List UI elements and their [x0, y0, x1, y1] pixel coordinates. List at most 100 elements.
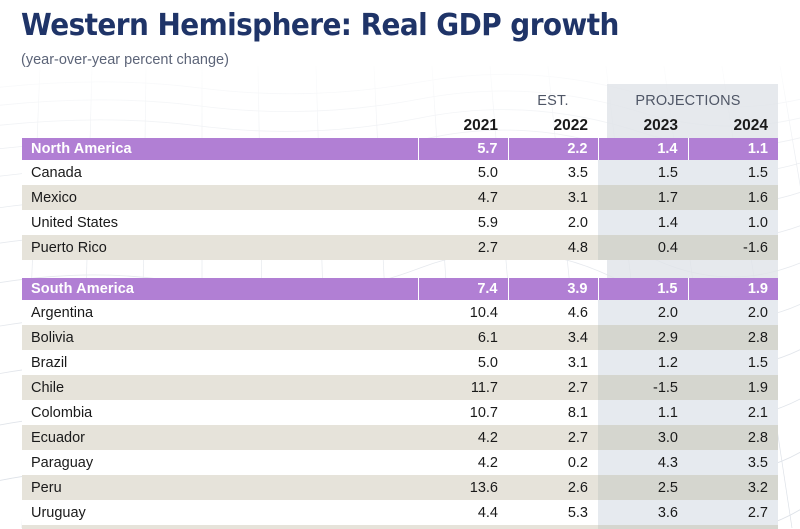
value-cell-2022: 6.0	[508, 525, 598, 529]
group-header-est: EST.	[537, 93, 569, 109]
value-cell-2023: 3.6	[598, 500, 688, 525]
table-row: Canada 5.0 3.5 1.5 1.5	[22, 160, 779, 185]
value-cell-2021: 0.5	[418, 525, 508, 529]
group-header-blank	[418, 84, 508, 109]
country-label: Brazil	[22, 350, 418, 375]
gdp-table-container: EST. PROJECTIONS 2021 2022 2023 2024 Nor…	[22, 84, 779, 529]
value-cell-2023: 6.5	[598, 525, 688, 529]
year-header-spacer	[22, 109, 418, 138]
region-label: South America	[22, 278, 418, 300]
column-header-2024: 2024	[733, 117, 769, 134]
column-header-2023: 2023	[643, 117, 678, 134]
value-cell-2022: 2.2	[507, 138, 598, 160]
country-label: Venezuela	[22, 525, 418, 529]
table-section-gap	[22, 260, 778, 278]
value-cell-2023: 0.4	[598, 235, 688, 260]
country-label: United States	[22, 210, 418, 235]
gap-cell	[688, 260, 778, 278]
country-label: Colombia	[22, 400, 418, 425]
value-cell-2022: 5.3	[508, 500, 598, 525]
value-cell-2021: 10.7	[418, 400, 508, 425]
value-cell-2021: 11.7	[418, 375, 508, 400]
value-cell-2024: 1.9	[688, 375, 779, 400]
value-cell-2022: 3.1	[508, 350, 598, 375]
value-cell-2023: 1.7	[598, 185, 688, 210]
group-header-row: EST. PROJECTIONS	[22, 84, 778, 109]
table-body: North America 5.7 2.2 1.4 1.1 Canada 5.0 3.5 1.5…	[22, 138, 779, 529]
value-cell-2024: 2.8	[688, 425, 779, 450]
table-row: Peru 13.6 2.6 2.5 3.2	[22, 475, 779, 500]
value-cell-2022: 2.6	[508, 475, 598, 500]
country-label: Bolivia	[22, 325, 418, 350]
value-cell-2021: 13.6	[418, 475, 508, 500]
table-row: Brazil 5.0 3.1 1.2 1.5	[22, 350, 779, 375]
region-row: North America 5.7 2.2 1.4 1.1	[22, 138, 779, 160]
value-cell-2024: 1.5	[688, 160, 779, 185]
value-cell-2021: 4.4	[418, 500, 508, 525]
value-cell-2021: 5.7	[417, 138, 508, 160]
value-cell-2021: 6.1	[418, 325, 508, 350]
value-cell-2024: n.a.	[688, 525, 779, 529]
value-cell-2022: 4.8	[508, 235, 598, 260]
value-cell-2024: 1.1	[687, 138, 779, 160]
table-row: Argentina 10.4 4.6 2.0 2.0	[22, 300, 779, 325]
value-cell-2022: 3.4	[508, 325, 598, 350]
group-header-projections: PROJECTIONS	[635, 93, 741, 109]
country-label: Chile	[22, 375, 418, 400]
value-cell-2024: 2.1	[688, 400, 779, 425]
value-cell-2024: 2.8	[688, 325, 779, 350]
value-cell-2024: 3.2	[688, 475, 779, 500]
year-header-row: 2021 2022 2023 2024	[22, 109, 778, 138]
value-cell-2021: 10.4	[418, 300, 508, 325]
gap-cell	[418, 260, 508, 278]
table-row: Colombia 10.7 8.1 1.1 2.1	[22, 400, 779, 425]
value-cell-2022: 0.2	[508, 450, 598, 475]
value-cell-2021: 2.7	[418, 235, 508, 260]
country-label: Uruguay	[22, 500, 418, 525]
value-cell-2021: 4.7	[418, 185, 508, 210]
value-cell-2021: 5.0	[418, 160, 508, 185]
table-row: Chile 11.7 2.7 -1.5 1.9	[22, 375, 779, 400]
value-cell-2023: 2.5	[598, 475, 688, 500]
table-head: EST. PROJECTIONS 2021 2022 2023 2024	[22, 84, 778, 138]
value-cell-2024: 3.5	[688, 450, 779, 475]
region-row: South America 7.4 3.9 1.5 1.9	[22, 278, 779, 300]
group-header-spacer	[22, 84, 418, 109]
value-cell-2024: 1.9	[687, 278, 779, 300]
table-row: Venezuela0.56.06.5n.a.	[22, 525, 779, 529]
value-cell-2022: 4.6	[508, 300, 598, 325]
value-cell-2023: 1.4	[598, 210, 688, 235]
table-row: Bolivia 6.1 3.4 2.9 2.8	[22, 325, 779, 350]
value-cell-2024: 2.0	[688, 300, 779, 325]
page-subtitle: (year-over-year percent change)	[21, 52, 229, 68]
value-cell-2022: 2.0	[508, 210, 598, 235]
value-cell-2023: 2.9	[598, 325, 688, 350]
country-label: Canada	[22, 160, 418, 185]
value-cell-2021: 4.2	[418, 425, 508, 450]
column-header-2021: 2021	[463, 117, 498, 134]
country-label: Argentina	[22, 300, 418, 325]
table-row: United States 5.9 2.0 1.4 1.0	[22, 210, 779, 235]
value-cell-2023: 1.5	[598, 160, 688, 185]
value-cell-2024: 1.5	[688, 350, 779, 375]
gap-cell	[598, 260, 688, 278]
table-row: Paraguay 4.2 0.2 4.3 3.5	[22, 450, 779, 475]
value-cell-2024: 1.0	[688, 210, 779, 235]
value-cell-2023: 3.0	[598, 425, 688, 450]
value-cell-2022: 8.1	[508, 400, 598, 425]
country-label: Peru	[22, 475, 418, 500]
value-cell-2023: 1.2	[598, 350, 688, 375]
country-label: Mexico	[22, 185, 418, 210]
value-cell-2023: 2.0	[598, 300, 688, 325]
gdp-table: EST. PROJECTIONS 2021 2022 2023 2024 Nor…	[22, 84, 779, 529]
value-cell-2021: 4.2	[418, 450, 508, 475]
value-cell-2023: 1.5	[597, 278, 688, 300]
table-row: Ecuador 4.2 2.7 3.0 2.8	[22, 425, 779, 450]
value-cell-2021: 7.4	[417, 278, 508, 300]
value-cell-2024: 2.7	[688, 500, 779, 525]
column-header-2022: 2022	[553, 117, 588, 134]
gap-cell	[22, 260, 418, 278]
value-cell-2023: -1.5	[598, 375, 688, 400]
page-title: Western Hemisphere: Real GDP growth	[21, 8, 619, 43]
value-cell-2022: 3.5	[508, 160, 598, 185]
